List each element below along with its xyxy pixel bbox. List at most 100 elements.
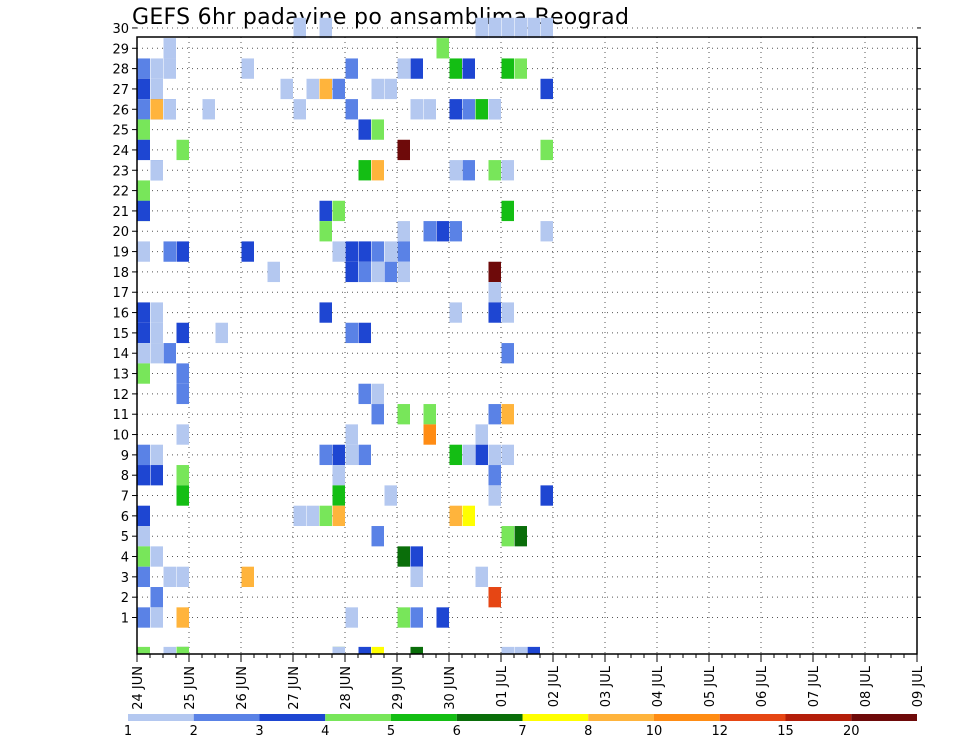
precip-cell bbox=[163, 646, 176, 654]
precip-cell bbox=[410, 646, 423, 654]
precip-cell bbox=[150, 444, 163, 466]
precip-cell bbox=[202, 99, 215, 120]
y-tick-label: 5 bbox=[121, 530, 129, 545]
precip-cell bbox=[358, 261, 371, 283]
precip-cell bbox=[176, 607, 189, 628]
x-tick-label: 02 JUL bbox=[547, 665, 562, 707]
precip-cell bbox=[540, 17, 553, 39]
precip-cell bbox=[332, 505, 345, 527]
colorbar-label: 1 bbox=[124, 724, 132, 739]
precip-cell bbox=[488, 160, 501, 181]
precip-cell bbox=[410, 607, 423, 628]
precip-cell bbox=[345, 58, 358, 79]
y-tick-label: 19 bbox=[112, 246, 129, 261]
precip-cell bbox=[163, 58, 176, 79]
x-tick-label: 30 JUN bbox=[443, 666, 458, 710]
precip-cell bbox=[488, 444, 501, 466]
precip-cell bbox=[293, 505, 306, 527]
precip-cell bbox=[306, 78, 319, 100]
precip-cell bbox=[345, 322, 358, 344]
y-tick-label: 23 bbox=[112, 164, 129, 179]
precip-cell bbox=[358, 444, 371, 466]
precip-cell bbox=[358, 160, 371, 181]
y-tick-label: 21 bbox=[112, 205, 129, 220]
colorbar-label: 20 bbox=[843, 724, 860, 739]
precip-cell bbox=[501, 58, 514, 79]
precip-cell bbox=[150, 465, 163, 486]
precip-cell bbox=[332, 485, 345, 506]
y-tick-label: 12 bbox=[112, 388, 129, 403]
precip-cell bbox=[150, 343, 163, 364]
precip-cell bbox=[150, 607, 163, 628]
precip-cell bbox=[488, 485, 501, 506]
precip-cell bbox=[345, 241, 358, 262]
precip-cell bbox=[176, 465, 189, 486]
precip-cell bbox=[358, 383, 371, 405]
colorbar-label: 5 bbox=[387, 724, 395, 739]
y-tick-label: 3 bbox=[121, 571, 129, 586]
precip-cell bbox=[488, 465, 501, 486]
y-tick-label: 22 bbox=[112, 185, 129, 200]
precip-cell bbox=[462, 99, 475, 120]
colorbar-label: 3 bbox=[255, 724, 263, 739]
precip-cell bbox=[358, 646, 371, 654]
x-tick-label: 06 JUL bbox=[755, 665, 770, 707]
colorbar-swatch bbox=[719, 714, 786, 721]
precip-cell bbox=[332, 78, 345, 100]
precip-cell bbox=[176, 363, 189, 384]
precip-cell bbox=[137, 646, 150, 654]
colorbar-swatch bbox=[588, 714, 654, 721]
precip-cell bbox=[540, 78, 553, 100]
precip-cell bbox=[319, 505, 332, 527]
precip-cell bbox=[137, 607, 150, 628]
precip-cell bbox=[137, 465, 150, 486]
precip-cell bbox=[137, 363, 150, 384]
y-tick-label: 15 bbox=[112, 327, 129, 342]
precip-cell bbox=[475, 99, 488, 120]
x-tick-label: 05 JUL bbox=[703, 665, 718, 707]
precip-cell bbox=[449, 221, 462, 242]
precip-cell bbox=[371, 119, 384, 140]
precip-cell bbox=[514, 526, 527, 547]
y-tick-label: 24 bbox=[112, 144, 129, 159]
precip-cell bbox=[280, 78, 293, 100]
precip-cell bbox=[163, 566, 176, 588]
precip-cell bbox=[358, 241, 371, 262]
precip-cell bbox=[293, 99, 306, 120]
y-tick-label: 28 bbox=[112, 63, 129, 78]
precip-cell bbox=[371, 241, 384, 262]
precip-cell bbox=[501, 17, 514, 39]
precip-cell bbox=[488, 404, 501, 425]
x-tick-label: 07 JUL bbox=[807, 665, 822, 707]
precip-cell bbox=[176, 485, 189, 506]
colorbar-swatch bbox=[391, 714, 457, 721]
y-tick-label: 11 bbox=[112, 408, 129, 423]
y-tick-label: 29 bbox=[112, 42, 129, 57]
precip-cell bbox=[501, 444, 514, 466]
precip-cell bbox=[319, 302, 332, 323]
precip-cell bbox=[176, 383, 189, 405]
precip-cell bbox=[397, 546, 410, 567]
precip-cell bbox=[150, 78, 163, 100]
precip-cell bbox=[137, 180, 150, 201]
precip-cell bbox=[137, 526, 150, 547]
x-tick-label: 29 JUN bbox=[391, 666, 406, 710]
precip-cell bbox=[397, 58, 410, 79]
colorbar-label: 7 bbox=[518, 724, 526, 739]
precip-cell bbox=[332, 200, 345, 222]
precip-cell bbox=[306, 505, 319, 527]
colorbar-swatch bbox=[325, 714, 391, 721]
y-tick-label: 17 bbox=[112, 286, 129, 301]
precip-cell bbox=[488, 282, 501, 303]
x-tick-label: 09 JUL bbox=[911, 665, 926, 707]
y-tick-label: 18 bbox=[112, 266, 129, 281]
y-tick-label: 8 bbox=[121, 469, 129, 484]
precip-cell bbox=[371, 160, 384, 181]
precip-cell bbox=[319, 78, 332, 100]
precip-cell bbox=[488, 17, 501, 39]
precip-cell bbox=[176, 424, 189, 445]
precip-cell bbox=[345, 444, 358, 466]
precip-cell bbox=[449, 99, 462, 120]
precip-cell bbox=[150, 58, 163, 79]
x-tick-label: 24 JUN bbox=[131, 666, 146, 710]
